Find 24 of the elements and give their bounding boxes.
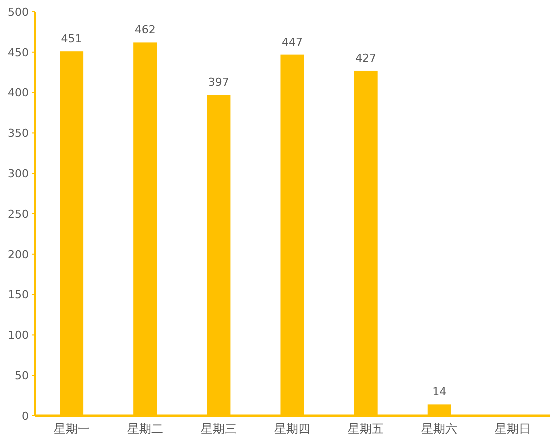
y-tick-label: 100 bbox=[8, 329, 29, 342]
x-tick-label: 星期五 bbox=[348, 422, 384, 436]
x-tick-label: 星期六 bbox=[422, 422, 458, 436]
y-tick-label: 350 bbox=[8, 127, 29, 140]
y-tick-label: 400 bbox=[8, 86, 29, 100]
y-tick-label: 300 bbox=[8, 167, 29, 180]
data-label: 427 bbox=[356, 52, 377, 65]
data-label: 462 bbox=[134, 24, 156, 37]
y-tick-label: 50 bbox=[15, 369, 29, 382]
x-tick-label: 星期二 bbox=[127, 422, 164, 436]
y-tick-label: 250 bbox=[8, 208, 29, 221]
y-tick-label: 200 bbox=[8, 248, 29, 262]
data-label: 14 bbox=[432, 386, 447, 399]
x-tick-label: 星期四 bbox=[274, 422, 310, 436]
data-label: 397 bbox=[208, 76, 230, 90]
y-tick-label: 0 bbox=[22, 410, 29, 423]
x-tick-label: 星期日 bbox=[495, 422, 532, 436]
data-label: 451 bbox=[61, 32, 82, 46]
y-tick-label: 150 bbox=[8, 288, 29, 302]
data-label: 447 bbox=[282, 36, 303, 49]
y-tick-label: 450 bbox=[8, 46, 29, 60]
x-tick-label: 星期一 bbox=[54, 422, 90, 436]
x-tick-label: 星期三 bbox=[200, 422, 237, 436]
y-tick-label: 500 bbox=[8, 6, 29, 19]
